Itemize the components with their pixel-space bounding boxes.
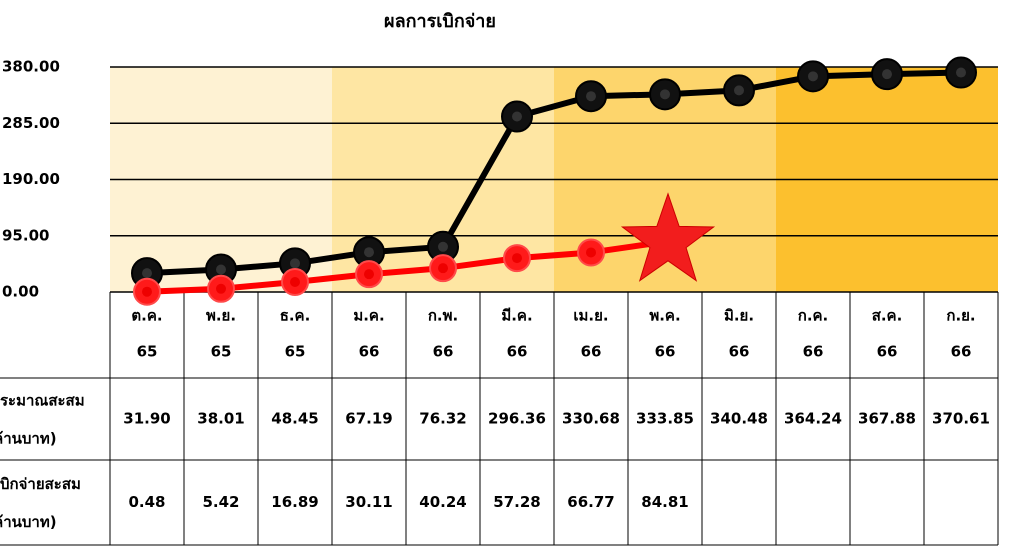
- star-marker: [620, 192, 716, 282]
- y-tick-label: 285.00: [2, 114, 60, 132]
- x-tick-label: พ.ค.: [649, 307, 680, 325]
- point-inner: [216, 283, 226, 294]
- x-tick-label: 65: [137, 343, 158, 361]
- point-inner: [438, 241, 448, 252]
- table-value: 340.48: [710, 410, 768, 428]
- x-tick-label: ก.ย.: [946, 307, 975, 325]
- table-value: 5.42: [202, 493, 239, 511]
- point-inner: [438, 263, 448, 274]
- point-inner: [290, 258, 300, 269]
- table-value: 0.48: [128, 493, 165, 511]
- point-inner: [808, 71, 818, 82]
- table-value: 16.89: [271, 493, 318, 511]
- point-inner: [512, 111, 522, 122]
- table-value: 84.81: [641, 493, 688, 511]
- x-tick-label: 66: [581, 343, 602, 361]
- x-tick-label: 66: [433, 343, 454, 361]
- x-tick-label: 65: [285, 343, 306, 361]
- x-tick-label: มิ.ย.: [724, 307, 754, 325]
- table-value: 333.85: [636, 410, 694, 428]
- x-tick-label: ม.ค.: [353, 307, 384, 325]
- x-tick-label: ส.ค.: [872, 307, 903, 325]
- x-tick-label: 66: [655, 343, 676, 361]
- x-tick-label: 66: [951, 343, 972, 361]
- point-inner: [660, 89, 670, 100]
- x-tick-label: 66: [877, 343, 898, 361]
- point-inner: [364, 247, 374, 258]
- table-value: 76.32: [419, 410, 466, 428]
- point-inner: [216, 264, 226, 275]
- y-tick-label: 95.00: [2, 226, 49, 244]
- x-tick-label: 66: [507, 343, 528, 361]
- y-tick-label: 380.00: [2, 58, 60, 76]
- table-value: 48.45: [271, 410, 318, 428]
- x-tick-label: มี.ค.: [501, 307, 532, 325]
- y-tick-label: 190.00: [2, 170, 60, 188]
- point-inner: [142, 286, 152, 297]
- point-inner: [512, 253, 522, 264]
- point-inner: [882, 69, 892, 80]
- table-value: 370.61: [932, 410, 990, 428]
- point-inner: [956, 67, 966, 78]
- chart-title: ผลการเบิกจ่าย: [384, 11, 496, 32]
- table-value: 40.24: [419, 493, 466, 511]
- x-tick-label: ก.พ.: [428, 307, 458, 325]
- table-value: 296.36: [488, 410, 546, 428]
- legend-label: บิกจ่ายสะสม: [0, 475, 81, 493]
- table-value: 31.90: [123, 410, 170, 428]
- legend-label: ล้านบาท): [0, 430, 57, 448]
- table-value: 364.24: [784, 410, 842, 428]
- x-tick-label: ก.ค.: [798, 307, 829, 325]
- table-value: 30.11: [345, 493, 392, 511]
- x-tick-label: พ.ย.: [206, 307, 236, 325]
- legend-label: ระมาณสะสม: [0, 392, 85, 410]
- table-value: 57.28: [493, 493, 540, 511]
- x-tick-label: เม.ย.: [573, 307, 608, 325]
- x-tick-label: ธ.ค.: [280, 307, 311, 325]
- x-tick-label: 65: [211, 343, 232, 361]
- y-tick-label: 0.00: [2, 283, 39, 301]
- legend-label: ล้านบาท): [0, 513, 57, 531]
- table-value: 367.88: [858, 410, 916, 428]
- x-tick-label: ต.ค.: [131, 307, 162, 325]
- point-inner: [142, 268, 152, 279]
- table-value: 38.01: [197, 410, 244, 428]
- table-value: 67.19: [345, 410, 392, 428]
- point-inner: [364, 269, 374, 280]
- table-value: 66.77: [567, 493, 614, 511]
- x-tick-label: 66: [729, 343, 750, 361]
- table-value: 330.68: [562, 410, 620, 428]
- x-tick-label: 66: [803, 343, 824, 361]
- point-inner: [586, 247, 596, 258]
- x-tick-label: 66: [359, 343, 380, 361]
- point-inner: [586, 91, 596, 102]
- point-inner: [290, 276, 300, 287]
- point-inner: [734, 85, 744, 96]
